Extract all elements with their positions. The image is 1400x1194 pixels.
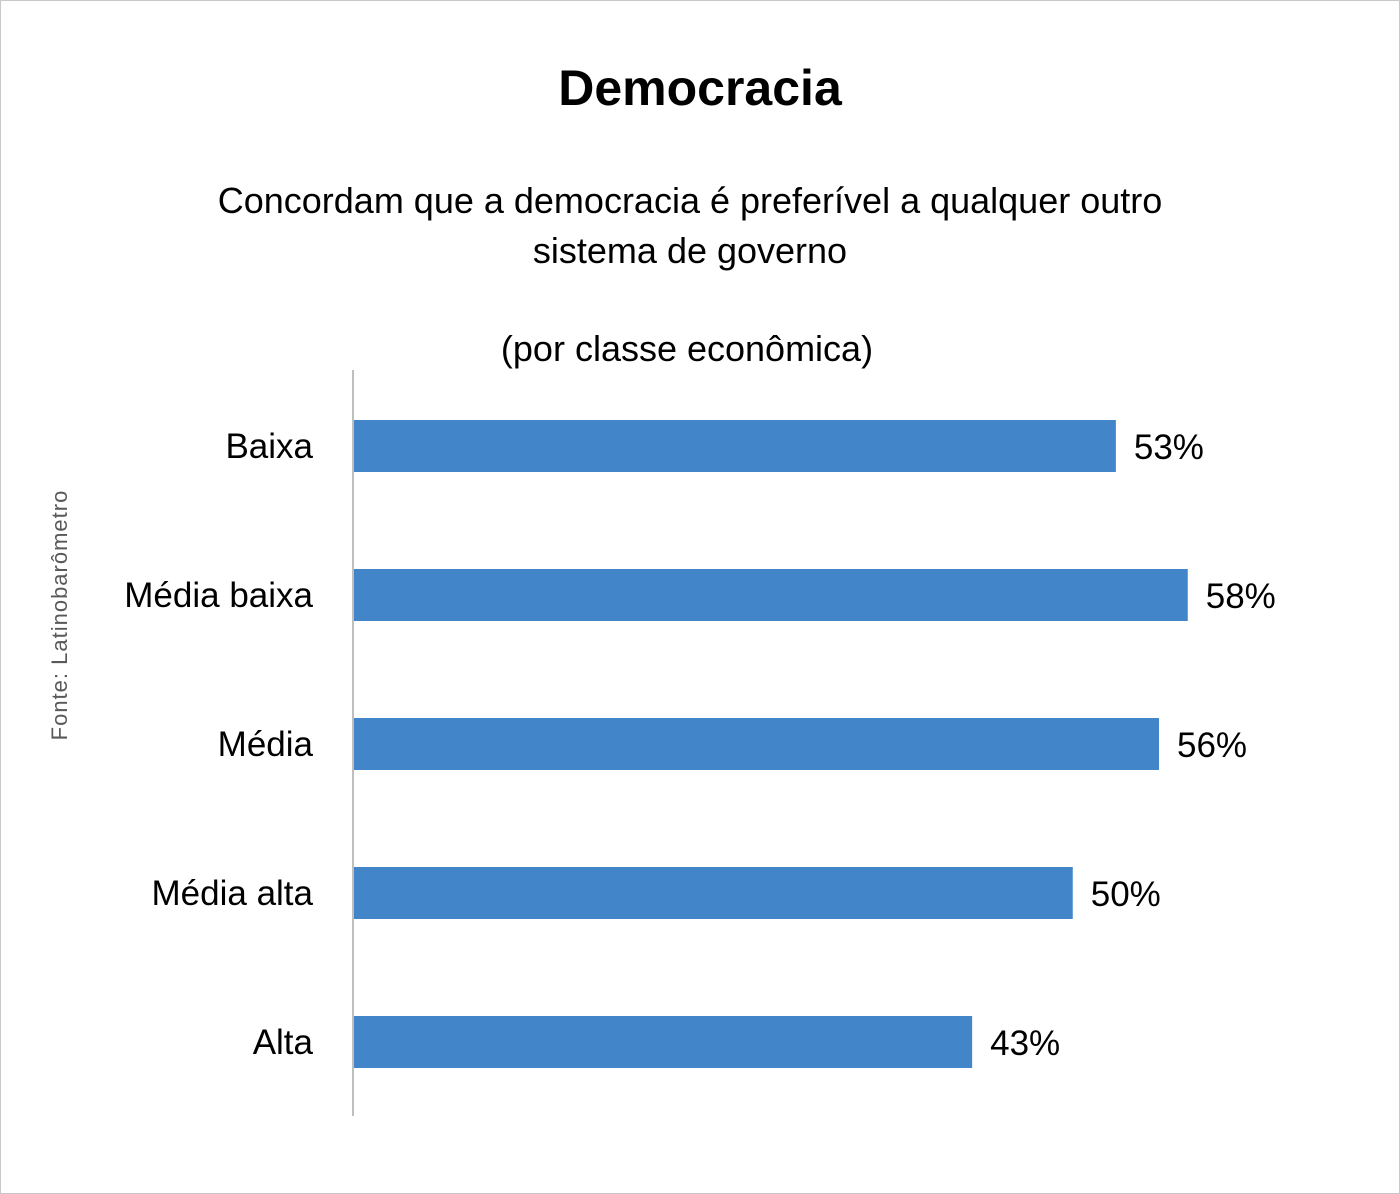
value-label-4: 43% (990, 1024, 1060, 1063)
category-label-4: Alta (253, 1023, 314, 1062)
chart-subtitle: Concordam que a democracia é preferível … (217, 180, 1163, 271)
chart-subtitle-classification: (por classe econômica) (500, 328, 874, 369)
value-label-3: 50% (1091, 875, 1161, 914)
value-label-1: 58% (1206, 577, 1276, 616)
value-label-0: 53% (1134, 428, 1204, 467)
category-label-3: Média alta (152, 874, 314, 913)
bar-0 (354, 420, 1116, 472)
category-label-0: Baixa (225, 427, 313, 466)
bar-3 (354, 867, 1073, 919)
bar-2 (354, 718, 1159, 770)
chart-title: Democracia (558, 60, 842, 116)
category-label-2: Média (218, 725, 314, 764)
category-label-1: Média baixa (124, 576, 313, 615)
bar-1 (354, 569, 1188, 621)
value-label-2: 56% (1177, 726, 1247, 765)
bar-4 (354, 1016, 973, 1068)
